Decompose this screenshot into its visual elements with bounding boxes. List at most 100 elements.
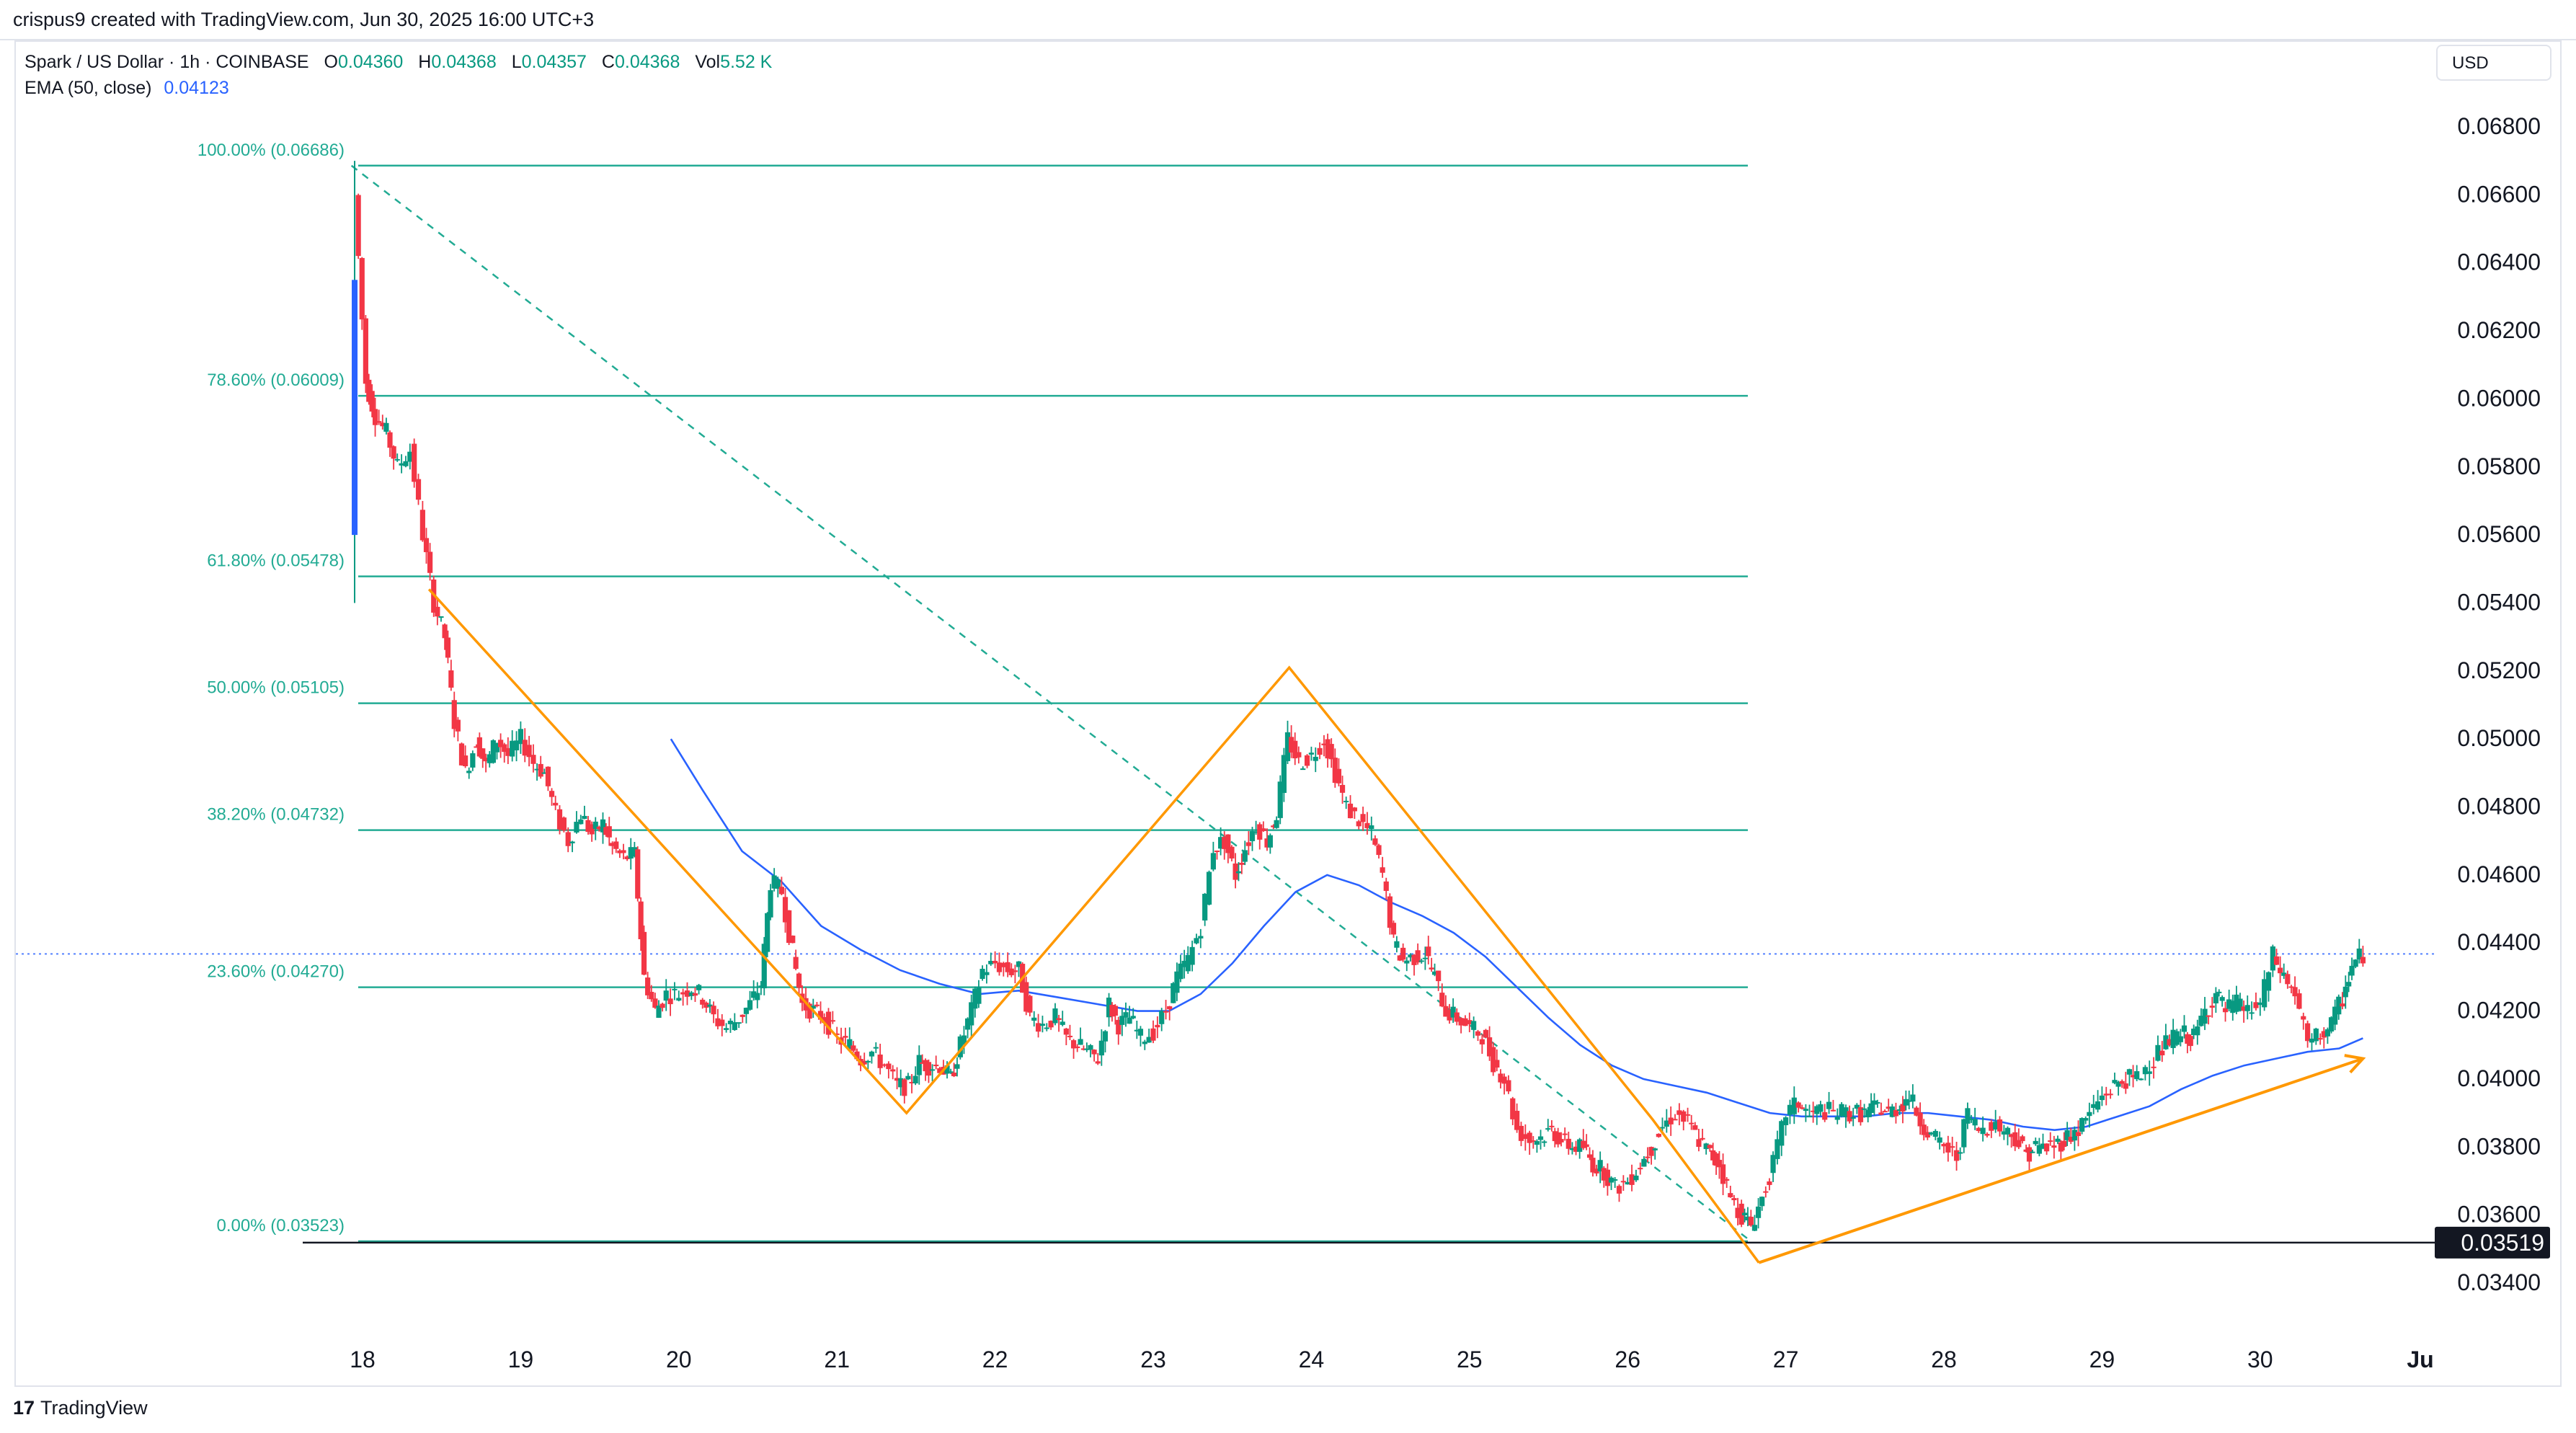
price-axis-tick: 0.04800 <box>2457 794 2541 820</box>
candle-body <box>1625 1181 1630 1185</box>
candle-body <box>1941 1143 1947 1147</box>
fib-trend-dashed-line <box>350 164 1752 1242</box>
candle-body <box>2126 1069 2133 1075</box>
candle-body <box>755 993 760 1001</box>
candle-body <box>589 824 595 835</box>
candle-body <box>1770 1155 1776 1174</box>
candle-body <box>2095 1101 2101 1110</box>
candle-body <box>2340 1003 2345 1007</box>
candle-body <box>1159 1011 1165 1024</box>
candle-body <box>1914 1107 1919 1116</box>
candle-body <box>1573 1146 1579 1152</box>
candle-body <box>606 826 612 838</box>
candle-body <box>2313 1028 2319 1042</box>
candle-body <box>1601 1168 1607 1181</box>
candle-body <box>1724 1179 1730 1181</box>
currency-selector[interactable]: USD <box>2436 45 2551 81</box>
candle-body <box>2185 1034 2190 1044</box>
candle-body <box>1289 737 1294 753</box>
candle-body <box>2068 1136 2074 1143</box>
candle-body <box>2048 1140 2053 1143</box>
candle-body <box>672 988 678 990</box>
candle-body <box>1664 1120 1669 1127</box>
candle-body <box>2177 1036 2183 1042</box>
chart-frame <box>14 40 2562 1387</box>
time-axis-tick: 26 <box>1615 1347 1640 1372</box>
candle-body <box>1443 1006 1449 1017</box>
candle-body <box>715 1018 721 1026</box>
candle-body <box>2051 1145 2057 1148</box>
candle-body <box>561 817 567 831</box>
fib-level-label: 50.00% (0.05105) <box>207 678 345 698</box>
candle-body <box>483 758 489 762</box>
price-axis-tick: 0.05400 <box>2457 589 2541 615</box>
candle-body <box>1522 1134 1528 1140</box>
vol-value: 5.52 K <box>720 52 773 72</box>
candle-body <box>1779 1121 1785 1146</box>
candle-body <box>822 1016 827 1024</box>
candle-body <box>1360 814 1366 822</box>
candle-body <box>2146 1071 2152 1074</box>
candle-body <box>600 819 606 833</box>
symbol-label[interactable]: Spark / US Dollar · 1h · COINBASE <box>25 52 309 72</box>
time-axis-tick: 21 <box>824 1347 850 1372</box>
candle-body <box>2159 1050 2165 1056</box>
candle-body <box>1167 1006 1173 1010</box>
price-axis-tick: 0.04600 <box>2457 861 2541 887</box>
candle-body <box>854 1051 860 1060</box>
price-axis-tick: 0.03600 <box>2457 1202 2541 1228</box>
candle-body <box>1745 1216 1751 1221</box>
candle-body <box>470 753 476 768</box>
candle-body <box>352 280 358 536</box>
candle-body <box>1155 1024 1160 1028</box>
ema-label[interactable]: EMA (50, close) <box>25 78 152 98</box>
candle-body <box>1027 995 1033 1013</box>
candle-body <box>2288 986 2294 988</box>
candle-body <box>1552 1131 1558 1142</box>
candle-body <box>2349 965 2355 976</box>
candle-body <box>1056 1018 1062 1021</box>
candle-body <box>1893 1109 1899 1117</box>
candle-body <box>937 1068 943 1073</box>
candle-body <box>1755 1206 1762 1218</box>
candle-body <box>1728 1193 1733 1197</box>
candle-body <box>909 1081 915 1083</box>
candle-body <box>1689 1122 1695 1124</box>
candle-body <box>610 843 616 846</box>
candle-body <box>980 969 985 980</box>
footer-brand: 17 TradingView <box>13 1397 148 1419</box>
candle-body <box>2099 1095 2105 1101</box>
candle-body <box>1408 954 1413 958</box>
candle-body <box>2108 1093 2113 1096</box>
candle-body <box>2219 997 2225 1001</box>
candle-body <box>1498 1073 1504 1083</box>
candle-body <box>1921 1124 1927 1135</box>
candle-body <box>1218 837 1224 849</box>
candle-body <box>1150 1028 1156 1041</box>
candle-body <box>869 1051 875 1057</box>
candle-body <box>1806 1115 1813 1118</box>
candle-body <box>743 1008 750 1014</box>
candle-body <box>1984 1134 1990 1136</box>
candle-body <box>1857 1107 1864 1122</box>
candle-body <box>688 992 694 996</box>
candle-body <box>1364 822 1370 828</box>
candle-body <box>1584 1144 1589 1148</box>
candle-body <box>1676 1110 1682 1115</box>
candle-body <box>1668 1117 1674 1124</box>
candle-body <box>1514 1111 1520 1130</box>
candle-body <box>1439 993 1445 1007</box>
candle-body <box>1347 803 1354 819</box>
candle-body <box>2328 1017 2335 1032</box>
candle-body <box>518 729 523 745</box>
candles-group <box>355 193 2366 1232</box>
candle-body <box>1308 753 1314 755</box>
candle-body <box>1741 1212 1748 1216</box>
candle-body <box>1467 1020 1473 1024</box>
candle-body <box>1450 1006 1456 1018</box>
candle-body <box>1989 1122 1994 1131</box>
candle-body <box>435 606 440 617</box>
candle-body <box>2265 972 2272 991</box>
header-bar: crispus9 created with TradingView.com, J… <box>0 0 2576 40</box>
